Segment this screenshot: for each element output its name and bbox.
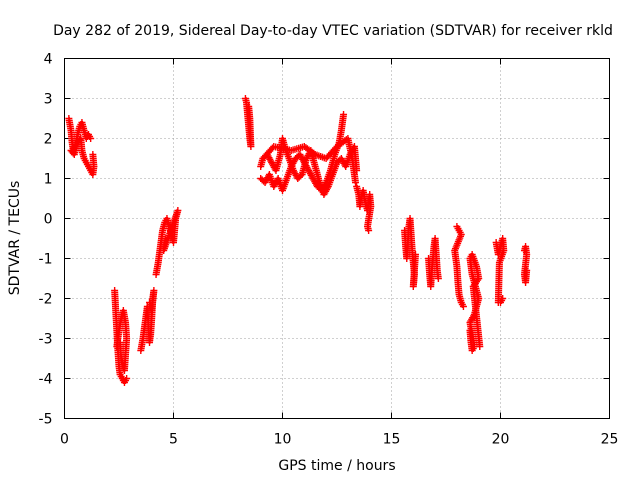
grid: [64, 58, 610, 419]
series-arc-2b: [113, 307, 131, 374]
data-point: [89, 151, 97, 158]
x-tick-label: 5: [169, 432, 178, 448]
x-tick-label: 15: [383, 432, 401, 448]
data-point: [323, 184, 331, 192]
plot-frame: [64, 58, 610, 419]
data-point: [116, 339, 124, 346]
data-point: [162, 235, 170, 242]
series-arc-4: [152, 207, 182, 278]
series-arc-7: [353, 183, 375, 234]
y-tick-label: -2: [39, 292, 53, 308]
data-point: [499, 295, 507, 302]
axis-ticks: [64, 58, 610, 419]
data-point: [459, 303, 467, 310]
data-point: [123, 375, 131, 382]
series-arc-9: [425, 235, 442, 290]
series-arc-3: [137, 287, 158, 354]
data-points: [65, 95, 531, 386]
y-tick-label: 4: [44, 52, 53, 68]
y-tick-label: -5: [39, 412, 53, 428]
y-tick-label: -3: [39, 332, 53, 348]
y-tick-label: 0: [44, 212, 53, 228]
y-axis-label: SDTVAR / TECUs: [7, 181, 23, 296]
data-point: [411, 251, 419, 258]
data-point: [476, 343, 484, 350]
series-arc-11: [466, 251, 484, 354]
series-arc-10: [451, 223, 467, 310]
series-arc-1b: [67, 135, 98, 178]
x-tick-label: 25: [601, 432, 619, 448]
data-point: [523, 267, 531, 274]
x-tick-label: 20: [492, 432, 510, 448]
data-point: [365, 227, 373, 234]
series-arc-13: [520, 243, 531, 286]
data-point: [87, 135, 95, 142]
x-tick-labels: 0 5 10 15 20 25: [60, 432, 618, 448]
y-tick-label: -4: [39, 372, 53, 388]
x-tick-label: 10: [274, 432, 292, 448]
data-point: [245, 103, 253, 110]
y-tick-label: 1: [44, 172, 53, 188]
y-tick-labels: -5 -4 -3 -2 -1 0 1 2 3 4: [39, 52, 53, 428]
data-point: [352, 179, 360, 186]
x-tick-label: 0: [60, 432, 69, 448]
data-point: [146, 299, 154, 306]
y-tick-label: -1: [39, 252, 53, 268]
chart-title: Day 282 of 2019, Sidereal Day-to-day VTE…: [53, 23, 613, 39]
series-arc-5: [241, 95, 255, 150]
y-tick-label: 3: [44, 92, 53, 108]
data-point: [340, 111, 348, 118]
y-tick-label: 2: [44, 132, 53, 148]
data-point: [434, 275, 442, 282]
x-axis-label: GPS time / hours: [278, 458, 395, 474]
series-arc-6c: [257, 135, 360, 186]
series-arc-12: [492, 235, 508, 306]
series-arc-8: [401, 215, 419, 290]
